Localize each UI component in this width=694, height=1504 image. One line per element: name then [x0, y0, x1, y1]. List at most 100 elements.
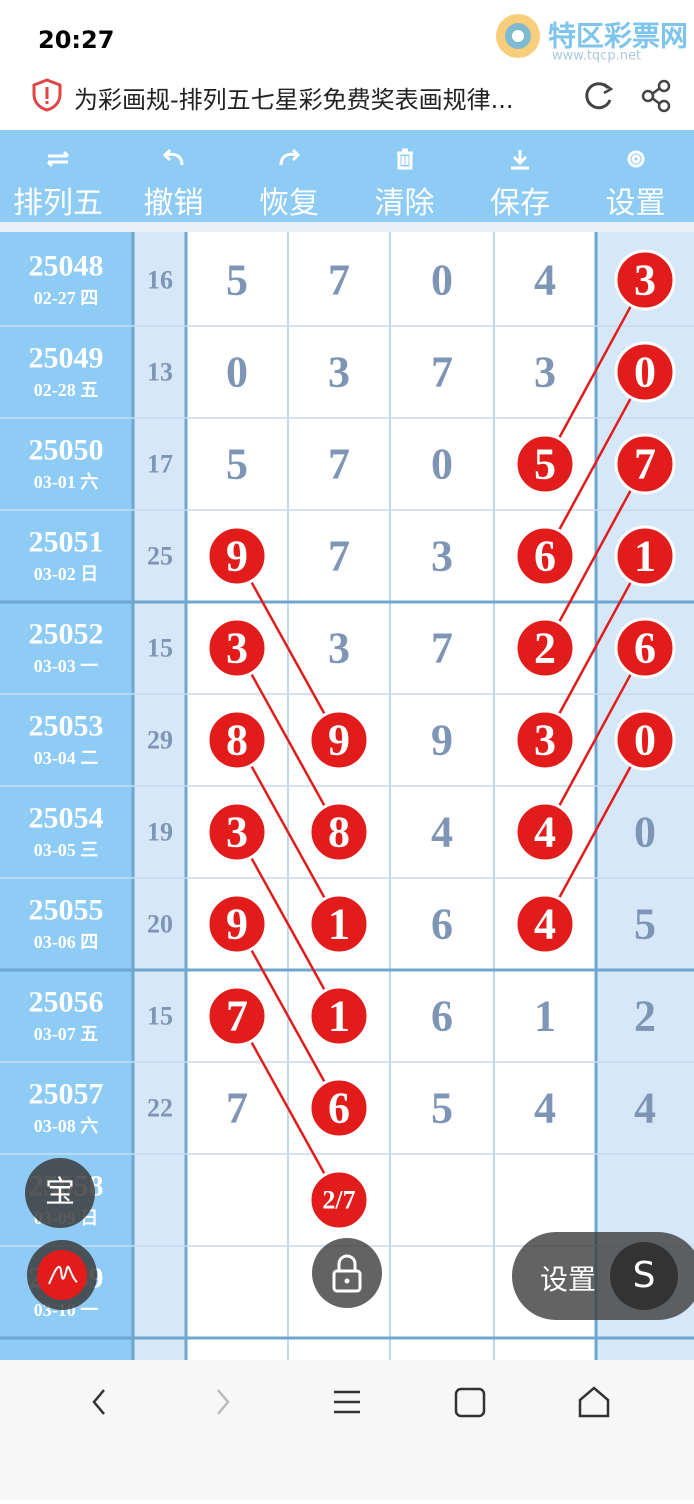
digit: 5 — [634, 900, 656, 949]
highlight-circle — [514, 709, 576, 771]
toolbar-button[interactable]: 排列五 — [13, 186, 103, 221]
issue: 25055 — [29, 894, 104, 927]
sum: 29 — [147, 726, 173, 755]
digit: 5 — [226, 440, 248, 489]
icon-shape — [396, 148, 413, 170]
icon-shape — [511, 150, 529, 170]
toolbar-icon — [511, 150, 529, 170]
date: 03-02 日 — [34, 564, 99, 584]
lock-button[interactable] — [312, 1238, 382, 1308]
toolbar-button[interactable]: 清除 — [374, 186, 435, 221]
circled-digit: 1 — [328, 992, 350, 1041]
circled-digit: 6 — [634, 624, 656, 673]
digit: 5 — [431, 1084, 453, 1133]
treasure-button[interactable]: 宝 — [25, 1158, 95, 1228]
toolbar-icon — [279, 148, 301, 166]
highlight-circle — [614, 709, 676, 771]
circled-digit: 2/7 — [322, 1186, 355, 1215]
toolbar-button[interactable]: 保存 — [490, 186, 550, 221]
toolbar-icon — [627, 150, 645, 168]
highlight-circle — [514, 433, 576, 495]
link-line — [235, 647, 341, 833]
highlight-circle — [308, 801, 370, 863]
nav-icons[interactable] — [0, 1360, 694, 1500]
digit: 4 — [634, 1084, 656, 1133]
circled-digit: 5 — [534, 440, 556, 489]
circled-digit: 6 — [328, 1084, 350, 1133]
settings-pill[interactable]: 设置 S — [512, 1232, 694, 1320]
circled-digit: 0 — [634, 716, 656, 765]
watermark-name: 特区彩票网 — [548, 20, 688, 53]
highlight-circle — [206, 801, 268, 863]
date: 03-03 一 — [34, 656, 99, 676]
date: 03-01 六 — [34, 471, 99, 492]
top-bar: 20:27 特区彩票网 www.tqcp.net 为彩画规-排列五七星彩免费奖表… — [0, 0, 694, 130]
digit: 0 — [431, 440, 453, 489]
circled-digit: 7 — [226, 992, 248, 1041]
watermark: 特区彩票网 www.tqcp.net — [496, 14, 688, 64]
date: 02-28 五 — [34, 380, 99, 400]
highlight-circle — [514, 801, 576, 863]
date: 03-06 四 — [34, 932, 99, 952]
icon-shape — [279, 148, 301, 166]
date: 03-08 六 — [34, 1115, 99, 1136]
circled-digit: 8 — [328, 808, 350, 857]
digit: 0 — [431, 256, 453, 305]
link-line — [235, 923, 341, 1109]
lock-icon — [332, 1254, 362, 1293]
draw-icon — [37, 1250, 87, 1300]
circled-digit: 1 — [328, 900, 350, 949]
issue: 25051 — [29, 526, 104, 559]
issue: 25056 — [29, 986, 104, 1019]
highlight-circle — [206, 525, 268, 587]
highlight-circle — [206, 617, 268, 679]
digit: 4 — [534, 256, 556, 305]
date: 03-07 五 — [34, 1024, 99, 1044]
draw-button[interactable] — [27, 1240, 97, 1310]
nav-bar — [0, 1360, 694, 1500]
toolbar-icon — [46, 150, 70, 168]
toolbar-button[interactable]: 撤销 — [143, 186, 204, 221]
circled-digit: 3 — [534, 716, 556, 765]
date: 03-05 三 — [34, 840, 99, 860]
highlight-circle — [614, 525, 676, 587]
toolbar-button[interactable]: 恢复 — [259, 186, 319, 221]
sum: 20 — [147, 910, 173, 939]
top-gap — [0, 222, 694, 232]
digit: 4 — [431, 808, 453, 857]
sum: 19 — [147, 818, 173, 847]
digit: 0 — [226, 348, 248, 397]
shield-icon — [32, 78, 62, 112]
circled-digit: 1 — [634, 532, 656, 581]
sum: 15 — [147, 1002, 173, 1031]
sum: 15 — [147, 634, 173, 663]
highlight-circle — [206, 893, 268, 955]
browser-actions[interactable] — [578, 76, 688, 116]
circled-digit: 3 — [226, 808, 248, 857]
highlight-circle — [614, 341, 676, 403]
digit: 3 — [534, 348, 556, 397]
digit: 6 — [431, 992, 453, 1041]
highlight-circle — [206, 985, 268, 1047]
icon-shape — [627, 150, 645, 168]
last-column — [596, 222, 694, 1360]
link-line — [235, 555, 341, 741]
highlight-circle — [614, 617, 676, 679]
link-line — [543, 555, 647, 741]
digit: 0 — [634, 808, 656, 857]
digit: 7 — [226, 1084, 248, 1133]
circled-digit: 4 — [534, 900, 556, 949]
circled-digit: 3 — [226, 624, 248, 673]
link-line — [543, 739, 647, 925]
circled-digit: 8 — [226, 716, 248, 765]
digit: 3 — [328, 348, 350, 397]
toolbar-button[interactable]: 设置 — [605, 186, 666, 221]
issue: 25053 — [29, 710, 104, 743]
page-title: 为彩画规-排列五七星彩免费奖表画规律... — [74, 86, 514, 114]
date: 02-27 四 — [34, 288, 99, 308]
circled-digit: 6 — [534, 532, 556, 581]
issue: 25060 — [29, 1354, 104, 1361]
issue: 25050 — [29, 434, 104, 467]
issue: 25048 — [29, 250, 104, 283]
